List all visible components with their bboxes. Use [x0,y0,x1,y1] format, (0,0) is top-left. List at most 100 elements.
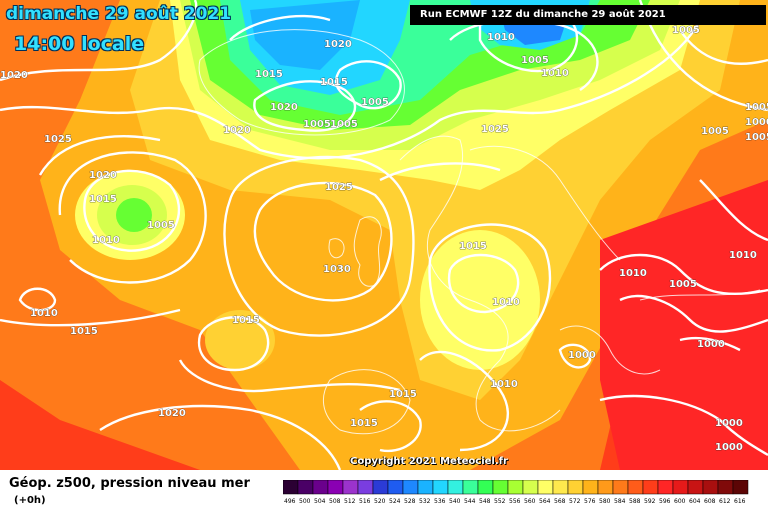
isobar-label: 1025 [44,134,72,145]
colorbar-swatch [687,480,704,495]
colorbar-tick-label: 556 [509,498,521,505]
colorbar-swatch [522,480,539,495]
isobar-label: 1005 [745,132,768,143]
colorbar-swatch [372,480,389,495]
colorbar-tick-label: 512 [344,498,356,505]
colorbar-tick-label: 592 [644,498,656,505]
colorbar-tick-label: 500 [299,498,311,505]
legend-subtitle: (+0h) [14,495,46,506]
isobar-label: 1000 [715,418,743,429]
isobar-label: 1005 [672,25,700,36]
field-sw-yellow [205,310,275,370]
colorbar-swatch [402,480,419,495]
colorbar-tick-label: 520 [374,498,386,505]
colorbar-swatch [432,480,449,495]
isobar-label: 1010 [487,32,515,43]
isobar-label: 1010 [729,250,757,261]
colorbar-tick-label: 576 [584,498,596,505]
forecast-time: 14:00 locale [14,33,145,55]
colorbar-swatch [283,480,299,495]
colorbar-tick-label: 568 [554,498,566,505]
isobar-label: 1000 [568,350,596,361]
isobar-label: 1020 [223,125,251,136]
isobar-label: 1010 [490,379,518,390]
colorbar-swatch [732,480,749,495]
isobar-label: 1000 [715,442,743,453]
colorbar-swatch [297,480,314,495]
colorbar-swatch [597,480,614,495]
colorbar-tick-label: 552 [494,498,506,505]
colorbar-swatch [477,480,494,495]
isobar-label: 1015 [232,315,260,326]
copyright-notice: Copyright 2021 Meteociel.fr [350,456,508,467]
colorbar-tick-label: 608 [704,498,716,505]
colorbar-swatch [507,480,524,495]
isobar-label: 1015 [459,241,487,252]
isobar-label: 1010 [92,235,120,246]
isobar-label: 1030 [323,264,351,275]
isobar-label: 1005 [147,220,175,231]
colorbar-swatch [537,480,554,495]
isobar-label: 1025 [481,124,509,135]
model-run-label: Run ECMWF 12Z du dimanche 29 août 2021 [410,5,766,25]
forecast-date: dimanche 29 août 2021 [6,4,232,24]
isobar-label: 1005 [303,119,331,130]
colorbar-swatch [612,480,629,495]
colorbar-tick-label: 588 [629,498,641,505]
isobar-label: 1010 [492,297,520,308]
colorbar-swatch [342,480,359,495]
colorbar-swatch [357,480,374,495]
isobar-label: 1015 [255,69,283,80]
colorbar-tick-label: 496 [284,498,296,505]
field-atlantic-green [116,198,152,232]
colorbar-tick-label: 560 [524,498,536,505]
colorbar-tick-label: 544 [464,498,476,505]
isobar-label: 1005 [521,55,549,66]
isobar-label: 1000 [745,117,768,128]
isobar-label: 1020 [0,70,28,81]
isobar-label: 1005 [669,279,697,290]
legend-title: Géop. z500, pression niveau mer [9,476,250,491]
colorbar-tick-label: 612 [719,498,731,505]
colorbar-tick-label: 540 [449,498,461,505]
colorbar-swatch [417,480,434,495]
colorbar-swatch [702,480,719,495]
isobar-label: 1015 [389,389,417,400]
map-canvas: 1020 1015 1015 1005 1020 1005 1005 1020 … [0,0,768,470]
colorbar-swatch [552,480,569,495]
isobar-label: 1010 [30,308,58,319]
colorbar-tick-label: 580 [599,498,611,505]
colorbar: 496 500 504 508 512 516 520 524 528 532 536 540 544 5… [283,480,749,505]
isobar-label: 1015 [350,418,378,429]
isobar-label: 1020 [324,39,352,50]
colorbar-tick-label: 600 [674,498,686,505]
isobar-label: 1015 [320,77,348,88]
field-east-red [600,180,768,470]
colorbar-swatch [672,480,689,495]
colorbar-swatch [642,480,659,495]
isobar-label: 1005 [701,126,729,137]
isobar-label: 1010 [619,268,647,279]
colorbar-tick-label: 548 [479,498,491,505]
colorbar-tick-label: 524 [389,498,401,505]
colorbar-swatch [717,480,734,495]
colorbar-tick-label: 532 [419,498,431,505]
colorbar-tick-label: 584 [614,498,626,505]
colorbar-swatch [462,480,479,495]
isobar-label: 1005 [745,102,768,113]
isobar-label: 1015 [70,326,98,337]
colorbar-tick-label: 596 [659,498,671,505]
legend-bar: Géop. z500, pression niveau mer (+0h) 49… [0,470,768,512]
colorbar-tick-label: 564 [539,498,551,505]
colorbar-swatch [567,480,584,495]
colorbar-tick-label: 528 [404,498,416,505]
isobar-label: 1015 [89,194,117,205]
isobar-labels: 1020 1015 1015 1005 1020 1005 1005 1020 … [0,25,768,454]
isobar-label: 1020 [89,170,117,181]
colorbar-swatch [447,480,464,495]
colorbar-swatch [627,480,644,495]
colorbar-tick-label: 572 [569,498,581,505]
colorbar-tick-label: 604 [689,498,701,505]
colorbar-tick-label: 536 [434,498,446,505]
colorbar-swatch [582,480,599,495]
